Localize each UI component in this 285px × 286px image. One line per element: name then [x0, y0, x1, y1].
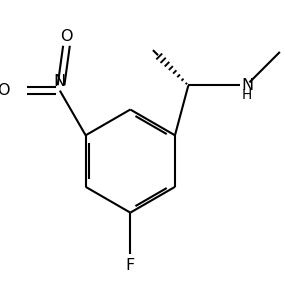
Text: O: O — [60, 29, 73, 44]
Text: N: N — [241, 78, 253, 93]
Text: O: O — [0, 83, 10, 98]
Text: F: F — [126, 258, 135, 273]
Text: N: N — [54, 74, 66, 89]
Text: H: H — [241, 88, 251, 102]
